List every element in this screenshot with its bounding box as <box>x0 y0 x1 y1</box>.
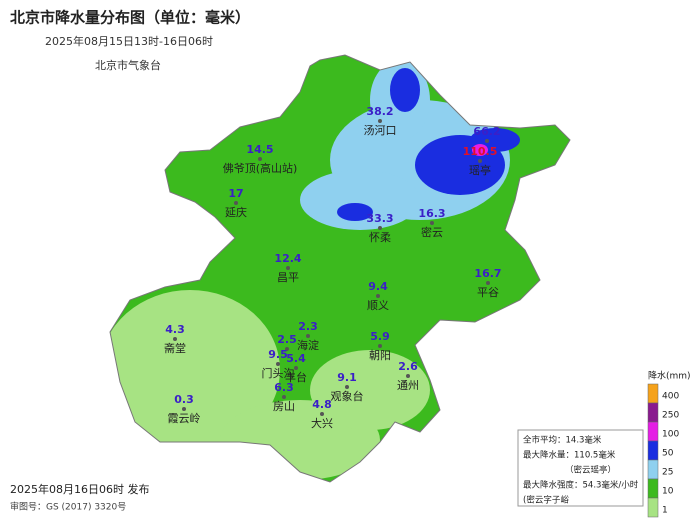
legend-swatch <box>647 421 659 442</box>
station-value: 5.9 <box>370 330 390 343</box>
station-value: 12.4 <box>274 252 301 265</box>
legend-label: 50 <box>662 449 674 459</box>
station-value: 9.4 <box>368 280 388 293</box>
legend-swatch <box>647 383 659 404</box>
station-name: 海淀 <box>297 338 319 352</box>
legend-label: 400 <box>662 392 679 402</box>
station-name: 房山 <box>273 400 295 413</box>
station-name: 丰台 <box>285 370 307 384</box>
station-dot <box>282 395 286 399</box>
station-dot <box>276 362 280 366</box>
station-value: 9.5 <box>268 348 288 361</box>
station-dot <box>182 407 186 411</box>
region <box>109 54 571 483</box>
station-dot <box>378 344 382 348</box>
info-line: (密云字子峪 <box>523 495 569 506</box>
legend-swatch <box>647 440 659 461</box>
station-name: 顺义 <box>367 299 389 312</box>
station-name: 延庆 <box>225 205 247 219</box>
legend-swatch <box>647 478 659 499</box>
legend-label: 250 <box>662 411 679 421</box>
station-value: 2.5 <box>277 333 297 346</box>
station-name: 斋堂 <box>164 341 186 355</box>
station-name: 通州 <box>397 379 419 392</box>
legend-swatch <box>647 459 659 480</box>
station-dot <box>285 347 289 351</box>
station-dot <box>378 119 382 123</box>
station-dot <box>306 334 310 338</box>
station-value: 2.6 <box>398 360 418 373</box>
station-name: 汤河口 <box>364 123 397 137</box>
station-dot <box>478 159 482 163</box>
station-value: 14.5 <box>246 143 273 156</box>
station-value: 33.3 <box>366 212 393 225</box>
title: 北京市降水量分布图（单位：毫米） <box>10 9 250 27</box>
station-value: 9.1 <box>337 371 357 384</box>
station-name: 怀柔 <box>369 231 391 244</box>
station-value: 0.3 <box>174 393 194 406</box>
station-dot <box>376 294 380 298</box>
station-dot <box>234 201 238 205</box>
station-name: 门头沟 <box>262 366 295 380</box>
legend-label: 25 <box>662 468 673 478</box>
station-dot <box>378 226 382 230</box>
station-name: 平谷 <box>477 286 499 299</box>
station-value: 2.3 <box>298 320 318 333</box>
agency: 北京市气象台 <box>95 58 161 72</box>
station-dot <box>406 374 410 378</box>
station-value: 16.7 <box>474 267 501 280</box>
station-dot <box>320 412 324 416</box>
info-line: 最大降水强度：54.3毫米/小时 <box>523 480 639 491</box>
info-line: （密云瑶亭） <box>565 465 616 476</box>
station-name: 密云 <box>421 225 443 239</box>
station-dot <box>430 221 434 225</box>
station-name: 佛爷顶(高山站) <box>223 161 298 175</box>
station-name: 大兴 <box>311 416 333 430</box>
station-value: 66.2 <box>473 125 500 138</box>
station-name: 霞云岭 <box>168 411 201 425</box>
legend-swatch <box>647 497 659 518</box>
issued: 2025年08月16日06时 发布 <box>10 482 149 496</box>
subtitle: 2025年08月15日13时-16日06时 <box>45 34 213 48</box>
legend-title: 降水(mm) <box>648 370 690 382</box>
station-name: 朝阳 <box>369 349 391 362</box>
station-dot <box>258 157 262 161</box>
station-value: 17 <box>228 187 243 200</box>
station-dot <box>294 366 298 370</box>
approval: 审图号：GS (2017) 3320号 <box>10 501 126 513</box>
info-line: 最大降水量：110.5毫米 <box>523 450 616 461</box>
station-dot <box>345 385 349 389</box>
station-value: 38.2 <box>366 105 393 118</box>
legend-label: 1 <box>662 506 668 516</box>
station-name: 昌平 <box>277 271 299 284</box>
legend-swatch <box>647 402 659 423</box>
info-box <box>517 429 644 507</box>
legend-label: 100 <box>662 430 679 440</box>
station-value: 4.8 <box>312 398 332 411</box>
station-value: 4.3 <box>165 323 185 336</box>
station-name: 瑶亭 <box>469 163 491 177</box>
station-value: 16.3 <box>418 207 445 220</box>
station-value: 5.4 <box>286 352 306 365</box>
legend: 降水(mm) 400 250 100 50 25 10 1 <box>647 370 690 518</box>
station-dot <box>485 139 489 143</box>
station-value: 6.3 <box>274 381 294 394</box>
station-dot <box>173 337 177 341</box>
station-value: 110.5 <box>463 145 498 158</box>
legend-label: 10 <box>662 487 674 497</box>
station-dot <box>486 281 490 285</box>
station-dot <box>286 266 290 270</box>
info-line: 全市平均：14.3毫米 <box>523 435 602 446</box>
station-name: 观象台 <box>331 389 364 403</box>
